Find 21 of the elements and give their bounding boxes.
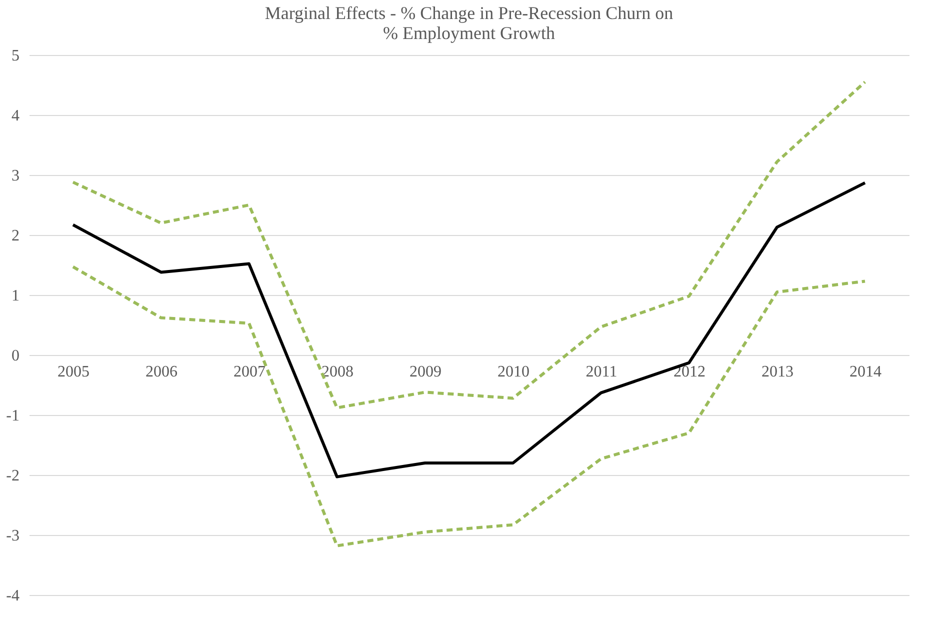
y-tick-label: -1	[6, 408, 20, 424]
y-tick-label: -2	[6, 468, 20, 484]
x-tick-label: 2008	[322, 364, 354, 380]
x-tick-label: 2010	[498, 364, 530, 380]
y-tick-label: -3	[6, 528, 20, 544]
x-tick-label: 2013	[762, 364, 794, 380]
text: % Employment Growth	[383, 23, 555, 43]
x-tick-label: 2011	[586, 364, 618, 380]
x-tick-label: 2005	[58, 364, 90, 380]
x-tick-label: 2014	[850, 364, 882, 380]
y-tick-label: -4	[6, 588, 20, 604]
y-tick-label: 5	[12, 48, 20, 64]
x-tick-label: 2009	[410, 364, 442, 380]
y-tick-label: 2	[12, 228, 20, 244]
y-tick-label: 1	[12, 288, 20, 304]
y-tick-label: 3	[12, 168, 20, 184]
x-tick-label: 2007	[234, 364, 266, 380]
y-tick-label: 4	[12, 108, 20, 124]
x-tick-label: 2006	[146, 364, 178, 380]
text: Marginal Effects - % Change in Pre-Recession Churn on	[264, 3, 674, 23]
y-tick-label: 0	[12, 348, 20, 364]
